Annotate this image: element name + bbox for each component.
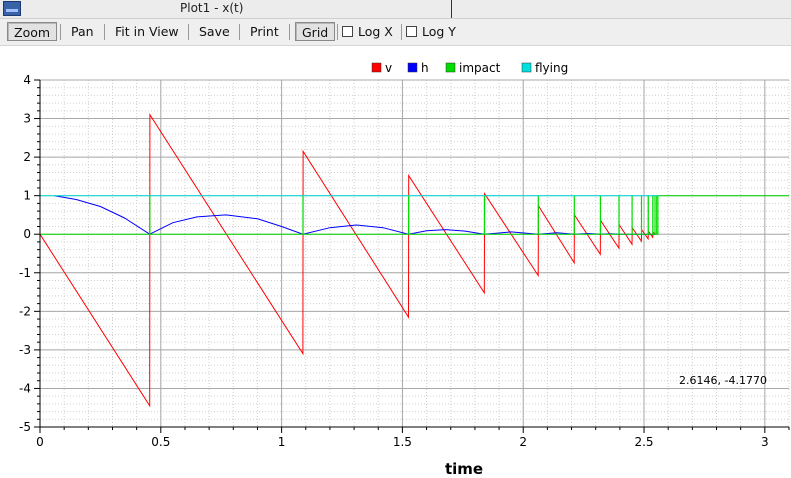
x-tick-label: 0.5: [151, 435, 170, 449]
x-tick-label: 2: [519, 435, 527, 449]
legend-label-v: v: [385, 61, 392, 75]
y-tick-label: -2: [19, 304, 31, 318]
axes-layer: 4 3 2 1 0 -1 -2 -3 -4 -5 0 0.5 1 1.5 2 2.5 3: [19, 73, 790, 449]
titlebar-divider: [451, 0, 452, 18]
toolbar-separator: [337, 24, 338, 40]
log-x-checkbox[interactable]: Log X: [342, 24, 393, 40]
series-line-h: [54, 195, 657, 235]
series-line-impact: [40, 195, 789, 235]
zoom-button[interactable]: Zoom: [7, 22, 58, 41]
y-tick-label: 2: [23, 150, 31, 164]
x-tick-label: 0: [36, 435, 44, 449]
legend-swatch-v: [371, 62, 382, 73]
legend-label-flying: flying: [535, 61, 568, 75]
legend-swatch-h: [407, 62, 418, 73]
series-layer: [39, 112, 789, 408]
app-icon: [3, 1, 21, 16]
save-button[interactable]: Save: [199, 24, 230, 39]
x-tick-label: 2.5: [634, 435, 653, 449]
y-tick-label: 4: [23, 73, 31, 87]
legend-label-impact: impact: [459, 61, 501, 75]
pan-button[interactable]: Pan: [71, 24, 94, 39]
fit-in-view-button[interactable]: Fit in View: [115, 24, 179, 39]
minor-grid: [39, 79, 790, 428]
log-y-label: Log Y: [422, 24, 456, 39]
log-x-label: Log X: [358, 24, 393, 39]
grid-toggle-button[interactable]: Grid: [295, 22, 336, 41]
log-x-checkbox-box[interactable]: [342, 26, 353, 37]
y-tick-label: 1: [23, 189, 31, 203]
toolbar-separator: [289, 24, 290, 40]
toolbar-separator: [104, 24, 105, 40]
coordinate-readout: 2.6146, -4.1770: [679, 374, 767, 387]
print-button[interactable]: Print: [250, 24, 279, 39]
x-tick-label: 1: [278, 435, 286, 449]
plot-toolbar: Zoom Pan Fit in View Save Print Grid Log…: [0, 19, 791, 46]
window-titlebar: Plot1 - x(t): [0, 0, 791, 19]
series-line-v: [39, 112, 657, 408]
y-tick-label: 0: [23, 227, 31, 241]
toolbar-separator: [60, 24, 61, 40]
legend-label-h: h: [421, 61, 429, 75]
legend-swatch-flying: [521, 62, 532, 73]
x-axis-label: time: [445, 460, 483, 478]
y-tick-label: -4: [19, 381, 31, 395]
y-tick-label: -3: [19, 343, 31, 357]
y-tick-label: -5: [19, 420, 31, 434]
toolbar-separator: [188, 24, 189, 40]
window-title: Plot1 - x(t): [180, 1, 244, 15]
toolbar-separator: [401, 24, 402, 40]
major-grid: [39, 79, 789, 428]
legend-swatch-impact: [445, 62, 456, 73]
log-y-checkbox-box[interactable]: [406, 26, 417, 37]
y-tick-label: 3: [23, 112, 31, 126]
legend: v h impact flying: [371, 61, 568, 75]
toolbar-separator: [239, 24, 240, 40]
x-tick-label: 1.5: [393, 435, 412, 449]
x-tick-label: 3: [761, 435, 769, 449]
log-y-checkbox[interactable]: Log Y: [406, 24, 456, 40]
y-tick-label: -1: [19, 266, 31, 280]
